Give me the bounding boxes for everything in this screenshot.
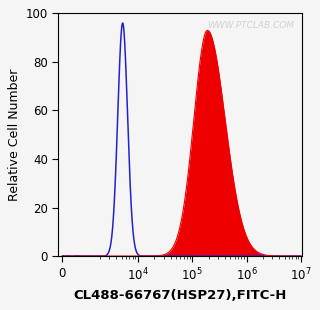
Text: WWW.PTCLAB.COM: WWW.PTCLAB.COM: [208, 21, 295, 30]
X-axis label: CL488-66767(HSP27),FITC-H: CL488-66767(HSP27),FITC-H: [73, 289, 287, 302]
Y-axis label: Relative Cell Number: Relative Cell Number: [8, 69, 21, 201]
